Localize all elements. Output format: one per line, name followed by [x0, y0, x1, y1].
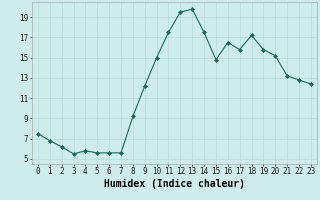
- X-axis label: Humidex (Indice chaleur): Humidex (Indice chaleur): [104, 179, 245, 189]
